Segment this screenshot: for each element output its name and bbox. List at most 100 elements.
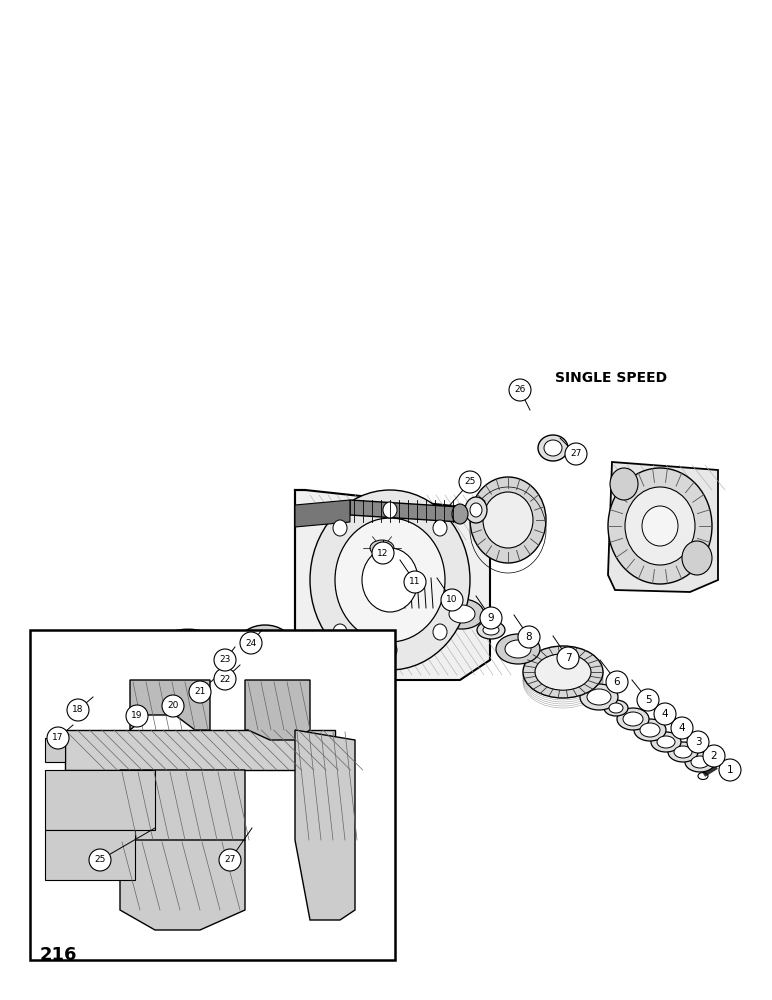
- Text: 21: 21: [195, 688, 205, 696]
- Ellipse shape: [61, 759, 69, 767]
- Text: 19: 19: [131, 712, 143, 720]
- Circle shape: [126, 705, 148, 727]
- Ellipse shape: [608, 468, 712, 584]
- Circle shape: [719, 759, 741, 781]
- Ellipse shape: [609, 703, 623, 713]
- Ellipse shape: [623, 712, 643, 726]
- Ellipse shape: [668, 742, 698, 762]
- Ellipse shape: [383, 502, 397, 518]
- Circle shape: [89, 849, 111, 871]
- Ellipse shape: [470, 503, 482, 517]
- Polygon shape: [295, 490, 490, 680]
- Text: 11: 11: [409, 578, 421, 586]
- Text: 3: 3: [695, 737, 701, 747]
- Text: 2: 2: [711, 751, 717, 761]
- Ellipse shape: [433, 624, 447, 640]
- Ellipse shape: [640, 723, 660, 737]
- Circle shape: [189, 681, 211, 703]
- Ellipse shape: [470, 477, 546, 563]
- Ellipse shape: [452, 504, 468, 524]
- Ellipse shape: [66, 716, 110, 766]
- Ellipse shape: [634, 719, 666, 741]
- Ellipse shape: [617, 708, 649, 730]
- Ellipse shape: [335, 518, 445, 642]
- Ellipse shape: [333, 520, 347, 536]
- Text: 18: 18: [73, 706, 83, 714]
- Circle shape: [557, 647, 579, 669]
- Ellipse shape: [433, 520, 447, 536]
- Ellipse shape: [538, 435, 568, 461]
- Ellipse shape: [477, 621, 505, 639]
- Ellipse shape: [362, 548, 418, 612]
- Ellipse shape: [604, 700, 628, 716]
- Text: 17: 17: [52, 734, 64, 742]
- Circle shape: [687, 731, 709, 753]
- Text: 10: 10: [446, 595, 458, 604]
- Text: 216: 216: [40, 946, 77, 964]
- Ellipse shape: [544, 440, 562, 456]
- Ellipse shape: [523, 646, 603, 698]
- Polygon shape: [393, 578, 436, 608]
- Text: 7: 7: [564, 653, 571, 663]
- Polygon shape: [65, 730, 335, 770]
- Circle shape: [459, 471, 481, 493]
- Ellipse shape: [674, 746, 692, 758]
- Ellipse shape: [651, 732, 681, 752]
- Bar: [30, 630, 395, 960]
- Ellipse shape: [625, 487, 695, 565]
- Ellipse shape: [108, 759, 116, 767]
- Ellipse shape: [184, 681, 214, 717]
- Text: 20: 20: [168, 702, 178, 710]
- Ellipse shape: [580, 684, 618, 710]
- Ellipse shape: [236, 658, 260, 674]
- Circle shape: [518, 626, 540, 648]
- Bar: [45, 738, 65, 762]
- Polygon shape: [245, 680, 310, 740]
- Ellipse shape: [642, 506, 678, 546]
- Text: 4: 4: [662, 709, 669, 719]
- Ellipse shape: [691, 756, 709, 768]
- Polygon shape: [120, 840, 245, 930]
- Circle shape: [703, 745, 725, 767]
- Circle shape: [214, 668, 236, 690]
- Circle shape: [47, 727, 69, 749]
- Ellipse shape: [61, 714, 69, 722]
- Polygon shape: [120, 770, 245, 870]
- Text: 23: 23: [219, 656, 231, 664]
- Circle shape: [67, 699, 89, 721]
- Ellipse shape: [610, 468, 638, 500]
- Bar: [45, 830, 135, 880]
- Ellipse shape: [483, 492, 533, 548]
- Circle shape: [162, 695, 184, 717]
- Ellipse shape: [363, 535, 401, 561]
- Ellipse shape: [249, 632, 281, 654]
- Circle shape: [441, 589, 463, 611]
- Ellipse shape: [496, 634, 540, 664]
- Polygon shape: [168, 678, 230, 720]
- Circle shape: [606, 671, 628, 693]
- Circle shape: [219, 849, 241, 871]
- Ellipse shape: [440, 599, 484, 629]
- Text: SINGLE SPEED: SINGLE SPEED: [555, 371, 667, 385]
- Text: 8: 8: [526, 632, 533, 642]
- Ellipse shape: [76, 727, 100, 755]
- Text: 6: 6: [614, 677, 621, 687]
- Ellipse shape: [465, 497, 487, 523]
- Ellipse shape: [383, 642, 397, 658]
- Circle shape: [654, 703, 676, 725]
- Circle shape: [404, 571, 426, 593]
- Ellipse shape: [139, 697, 165, 715]
- Text: 1: 1: [726, 765, 733, 775]
- Text: 27: 27: [571, 450, 581, 458]
- Ellipse shape: [657, 736, 675, 748]
- Circle shape: [637, 689, 659, 711]
- Text: 12: 12: [378, 548, 388, 558]
- Text: 5: 5: [645, 695, 652, 705]
- Polygon shape: [295, 500, 350, 527]
- Ellipse shape: [217, 674, 233, 686]
- Ellipse shape: [333, 624, 347, 640]
- Bar: [45, 770, 155, 830]
- Polygon shape: [57, 710, 120, 773]
- Ellipse shape: [242, 662, 254, 670]
- Circle shape: [214, 649, 236, 671]
